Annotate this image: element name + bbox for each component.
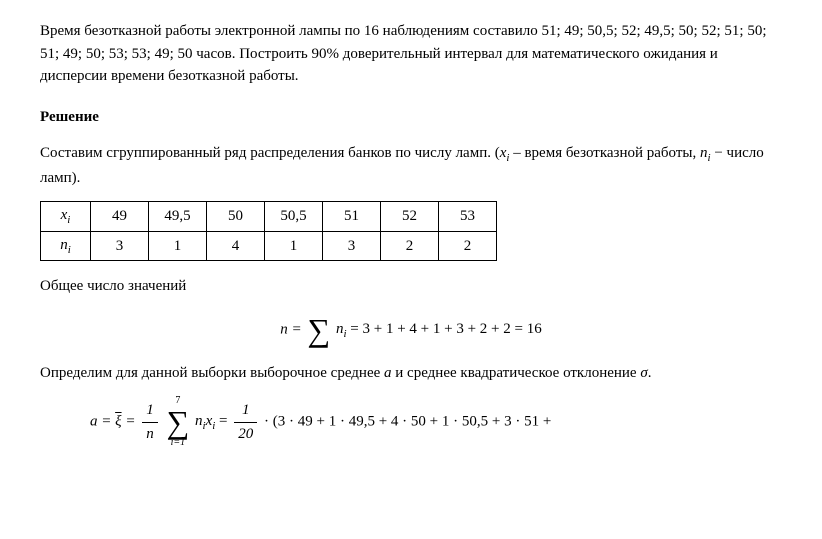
table-cell: 1 bbox=[149, 231, 207, 261]
formula1-lhs: n = bbox=[280, 321, 305, 337]
formula-n-sum: n = ∑ ni = 3 + 1 + 4 + 1 + 3 + 2 + 2 = 1… bbox=[40, 314, 782, 346]
paragraph-3: Определим для данной выборки выборочное … bbox=[40, 362, 782, 385]
table-cell: 3 bbox=[91, 231, 149, 261]
table-cell: 51 bbox=[323, 202, 381, 232]
table-cell: 50,5 bbox=[265, 202, 323, 232]
table-cell: 49 bbox=[91, 202, 149, 232]
table-cell: 3 bbox=[323, 231, 381, 261]
table-cell: 4 bbox=[207, 231, 265, 261]
problem-statement: Время безотказной работы электронной лам… bbox=[40, 20, 782, 88]
sigma-with-limits: 7 ∑ i=1 bbox=[166, 396, 189, 448]
fraction-1-over-n: 1 n bbox=[142, 399, 158, 445]
paragraph-1: Составим сгруппированный ряд распределен… bbox=[40, 142, 782, 189]
para1-prefix: Составим сгруппированный ряд распределен… bbox=[40, 145, 500, 161]
para3-prefix: Определим для данной выборки выборочное … bbox=[40, 365, 384, 381]
frac2-den: 20 bbox=[234, 423, 257, 446]
table-cell: 53 bbox=[439, 202, 497, 232]
para1-mid: – время безотказной работы, bbox=[509, 145, 700, 161]
table-cell: 52 bbox=[381, 202, 439, 232]
formula2-a: a = ξ = bbox=[90, 413, 139, 429]
para3-sigma: σ bbox=[640, 365, 647, 381]
table-row: xi 49 49,5 50 50,5 51 52 53 bbox=[41, 202, 497, 232]
table-cell: 2 bbox=[381, 231, 439, 261]
table-cell: 2 bbox=[439, 231, 497, 261]
frac1-den: n bbox=[142, 423, 158, 446]
sigma-symbol: ∑ bbox=[307, 314, 330, 346]
formula2-tail: · (3 · 49 + 1 · 49,5 + 4 · 50 + 1 · 50,5… bbox=[264, 413, 551, 429]
table-cell: 49,5 bbox=[149, 202, 207, 232]
fraction-1-over-20: 1 20 bbox=[234, 399, 257, 445]
formula2-nixi: nixi = bbox=[195, 413, 231, 429]
table-cell: 1 bbox=[265, 231, 323, 261]
frac2-num: 1 bbox=[234, 399, 257, 423]
table-row: ni 3 1 4 1 3 2 2 bbox=[41, 231, 497, 261]
solution-header: Решение bbox=[40, 106, 782, 129]
para3-a: a bbox=[384, 365, 392, 381]
formula-mean: a = ξ = 1 n 7 ∑ i=1 nixi = 1 20 · (3 · 4… bbox=[90, 396, 782, 448]
frac1-num: 1 bbox=[142, 399, 158, 423]
frequency-table: xi 49 49,5 50 50,5 51 52 53 ni 3 1 4 1 3… bbox=[40, 201, 782, 261]
paragraph-2: Общее число значений bbox=[40, 275, 782, 298]
para3-mid: и среднее квадратическое отклонение bbox=[392, 365, 641, 381]
para1-xi: xi bbox=[500, 145, 510, 161]
para3-suffix: . bbox=[648, 365, 652, 381]
para1-ni: ni bbox=[700, 145, 711, 161]
row-header-xi: xi bbox=[41, 202, 91, 232]
formula1-rhs: ni = 3 + 1 + 4 + 1 + 3 + 2 + 2 = 16 bbox=[336, 321, 542, 337]
row-header-ni: ni bbox=[41, 231, 91, 261]
table-cell: 50 bbox=[207, 202, 265, 232]
